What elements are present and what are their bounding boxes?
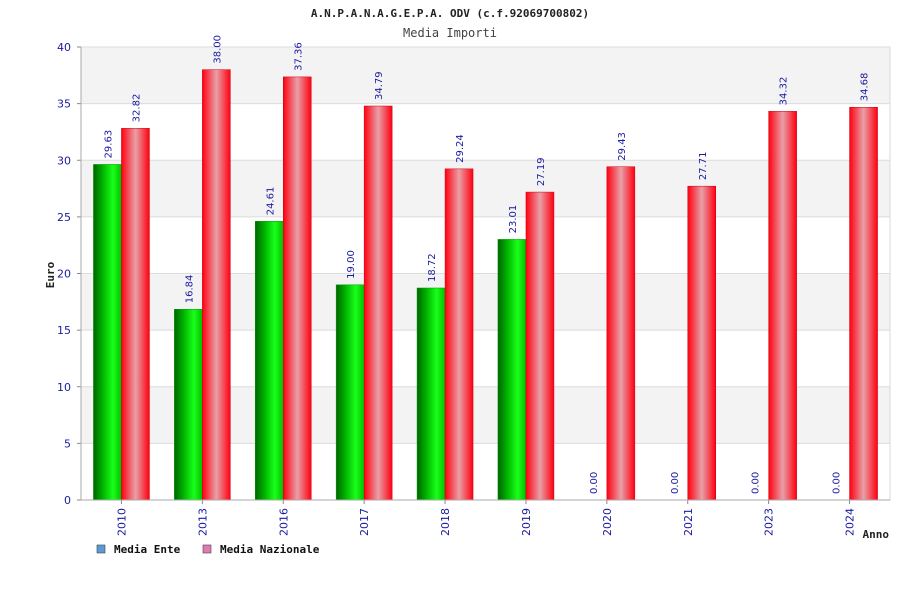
legend-swatch-media-nazionale	[202, 544, 212, 554]
data-label: 23.01	[508, 205, 519, 234]
x-tick-label: 2018	[439, 508, 452, 536]
x-tick-label: 2017	[358, 508, 371, 536]
data-label: 29.24	[455, 134, 466, 163]
data-label: 18.72	[427, 253, 438, 282]
data-label: 34.32	[779, 77, 790, 106]
data-label: 27.19	[536, 157, 547, 186]
x-tick-label: 2023	[763, 508, 776, 536]
data-label: 0.00	[670, 472, 681, 494]
x-tick-label: 2016	[277, 508, 290, 536]
x-axis-label: Anno	[863, 528, 890, 541]
data-label: 24.61	[265, 187, 276, 216]
x-tick-label: 2021	[682, 508, 695, 536]
y-tick-label: 25	[57, 211, 71, 224]
bar-media-nazionale-2010	[121, 128, 150, 501]
data-label: 34.79	[374, 71, 385, 100]
data-label: 37.36	[293, 42, 304, 71]
data-label: 38.00	[212, 35, 223, 64]
data-label: 16.84	[184, 275, 195, 304]
x-tick-label: 2013	[196, 508, 209, 536]
data-label: 0.00	[751, 472, 762, 494]
y-tick-label: 40	[57, 41, 71, 54]
data-labels: 29.63 32.82 16.84 38.00 24.61 37.36 19.00 34.79…	[103, 35, 870, 494]
bar-media-nazionale-2018	[444, 168, 474, 501]
bar-media-nazionale-2020	[606, 166, 636, 501]
bars	[93, 69, 878, 501]
x-tick-label: 2010	[115, 508, 128, 536]
bar-media-nazionale-2019	[525, 191, 555, 501]
legend: Media Ente Media Nazionale	[96, 543, 320, 556]
data-label: 29.63	[103, 130, 114, 159]
x-tick-label: 2020	[601, 508, 614, 536]
y-tick-label: 30	[57, 154, 71, 167]
bar-media-ente-2010	[93, 164, 122, 501]
y-tick-label: 0	[64, 494, 71, 507]
bar-media-ente-2016	[255, 221, 284, 501]
data-label: 32.82	[131, 94, 142, 123]
data-label: 34.68	[860, 73, 871, 102]
bar-media-ente-2013	[174, 309, 203, 501]
data-label: 19.00	[346, 250, 357, 279]
bar-media-nazionale-2021	[687, 185, 716, 501]
bar-media-nazionale-2024	[849, 106, 878, 501]
data-label: 27.71	[698, 152, 709, 181]
y-tick-label: 35	[57, 98, 71, 111]
legend-label-media-ente: Media Ente	[114, 543, 181, 556]
data-label: 29.43	[617, 132, 628, 161]
data-label: 0.00	[832, 472, 843, 494]
y-tick-label: 10	[57, 381, 71, 394]
bar-media-ente-2019	[497, 239, 527, 501]
legend-label-media-nazionale: Media Nazionale	[220, 543, 320, 556]
x-tick-label: 2024	[844, 508, 857, 536]
bar-media-nazionale-2017	[363, 105, 393, 501]
bar-media-ente-2018	[416, 287, 446, 501]
bar-media-nazionale-2023	[768, 111, 797, 501]
y-tick-label: 20	[57, 268, 71, 281]
x-axis-ticks: 2010 2013 2016 2017 2018 2019 2020 2021 2023 2024	[81, 499, 890, 536]
y-tick-label: 5	[64, 437, 71, 450]
y-tick-label: 15	[57, 324, 71, 337]
bar-media-nazionale-2016	[283, 76, 312, 501]
chart-subtitle: Media Importi	[403, 26, 497, 40]
bar-media-nazionale-2013	[202, 69, 231, 501]
data-label: 0.00	[589, 472, 600, 494]
y-axis-label: Euro	[44, 261, 57, 288]
legend-swatch-media-ente	[96, 544, 106, 554]
chart-title: A.N.P.A.N.A.G.E.P.A. ODV (c.f.9206970080…	[311, 7, 589, 20]
y-axis-ticks: 0 5 10 15 20 25 30 35 40	[57, 41, 82, 507]
bar-media-ente-2017	[335, 284, 365, 501]
x-tick-label: 2019	[520, 508, 533, 536]
